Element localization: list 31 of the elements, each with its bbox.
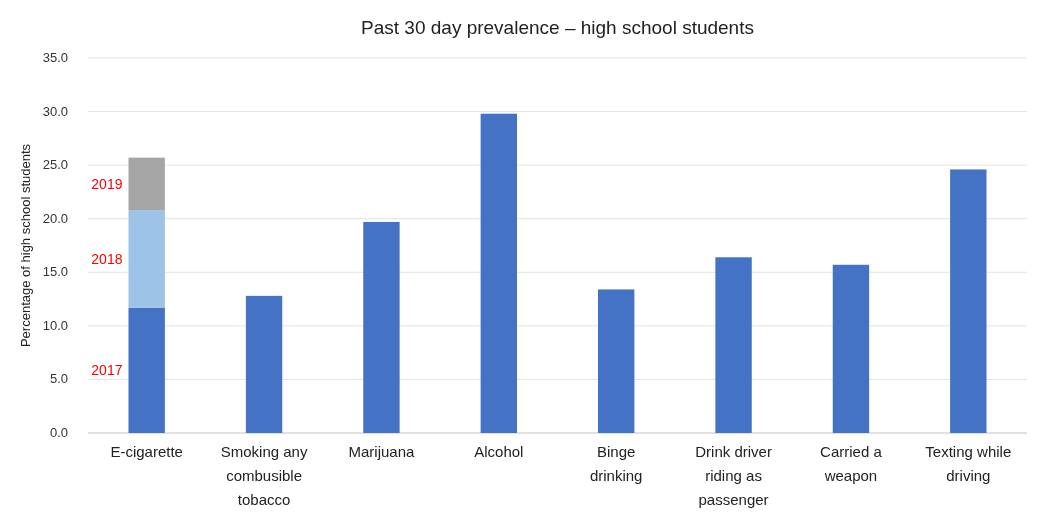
y-tick-label: 25.0 [42,157,68,173]
series-label: 2018 [91,250,123,267]
bar [128,157,165,211]
x-tick-label: Carried a weapon [820,443,883,484]
x-tick-label: Texting while driving [925,443,1012,484]
y-tick-label: 5.0 [49,371,68,387]
bar [363,221,400,433]
y-tick-label: 30.0 [42,103,68,119]
bar [715,257,752,433]
x-tick-label: Marijuana [348,443,416,460]
series-label: 2019 [91,175,123,192]
chart-title: Past 30 day prevalence – high school students [361,17,754,38]
bar [480,113,518,433]
x-tick-label: Binge drinking [589,443,643,484]
bar [245,295,283,433]
x-tick-label: Alcohol [474,443,524,460]
bar [128,307,165,433]
bar [832,264,870,433]
bar [597,289,635,433]
series-label: 2017 [91,362,123,379]
x-tick-label: Drink driver riding as passenger [695,443,772,508]
y-tick-label: 0.0 [49,425,68,440]
x-tick-label: E-cigarette [110,443,183,460]
y-tick-label: 20.0 [42,210,68,226]
bar [950,169,987,433]
y-tick-label: 35.0 [42,50,68,65]
y-tick-label: 10.0 [42,317,68,333]
y-tick-label: 15.0 [42,264,68,280]
x-tick-label: Smoking any combusible tobacco [220,443,308,508]
y-axis-title: Percentage of high school students [18,143,33,348]
bar [128,210,165,308]
